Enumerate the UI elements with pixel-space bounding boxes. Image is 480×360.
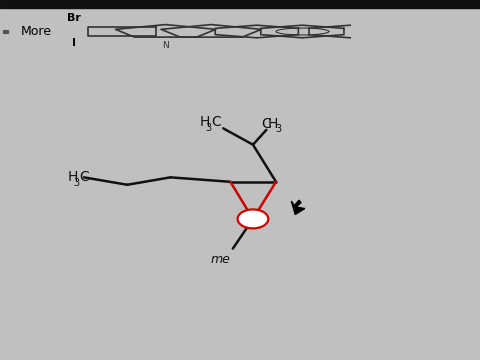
- Text: me: me: [211, 253, 230, 266]
- Text: I: I: [72, 38, 76, 48]
- Polygon shape: [291, 200, 305, 215]
- Text: C: C: [212, 116, 221, 129]
- Text: H: H: [268, 117, 278, 131]
- Text: C: C: [80, 170, 89, 184]
- Text: N: N: [162, 41, 169, 50]
- Text: C: C: [262, 117, 271, 131]
- Bar: [0, 0, 480, 8]
- Text: 3: 3: [275, 124, 281, 134]
- Text: 3: 3: [73, 178, 80, 188]
- Text: H: H: [67, 170, 78, 184]
- Text: 3: 3: [205, 123, 212, 133]
- Circle shape: [238, 210, 268, 229]
- Text: H: H: [199, 116, 210, 129]
- Text: Br: Br: [68, 13, 81, 23]
- Text: More: More: [21, 25, 51, 38]
